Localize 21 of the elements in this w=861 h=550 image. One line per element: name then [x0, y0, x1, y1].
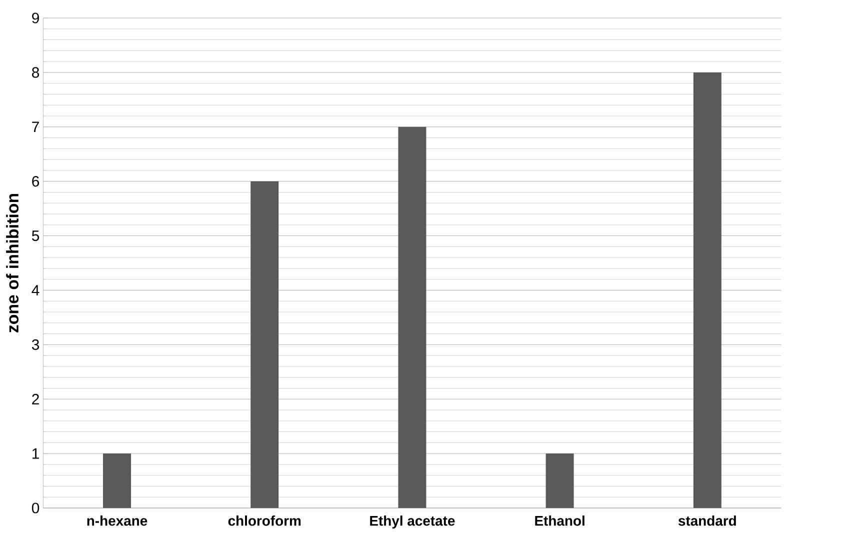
y-tick-label: 9 — [32, 12, 39, 24]
y-tick-label: 1 — [32, 448, 39, 459]
bar — [103, 454, 131, 508]
y-tick-label: 2 — [32, 394, 39, 404]
x-tick-label: n-hexane — [87, 516, 148, 526]
bar — [250, 181, 279, 508]
x-tick-label: Ethanol — [535, 516, 584, 526]
y-axis-title: zone of inhibition — [6, 194, 19, 332]
y-tick-label: 5 — [32, 230, 40, 241]
x-tick-label: standard — [678, 516, 736, 526]
bar — [693, 72, 722, 508]
y-tick-label: 0 — [32, 502, 40, 514]
x-tick-label: Ethyl acetate — [370, 516, 455, 529]
bar — [546, 454, 574, 508]
x-tick-label: chloroform — [228, 516, 301, 526]
y-tick-label: 3 — [32, 339, 40, 350]
y-tick-label: 8 — [32, 67, 40, 78]
y-tick-label: 7 — [32, 122, 39, 132]
y-tick-label: 4 — [32, 285, 40, 296]
bar — [398, 126, 426, 508]
y-tick-label: 6 — [32, 176, 40, 187]
